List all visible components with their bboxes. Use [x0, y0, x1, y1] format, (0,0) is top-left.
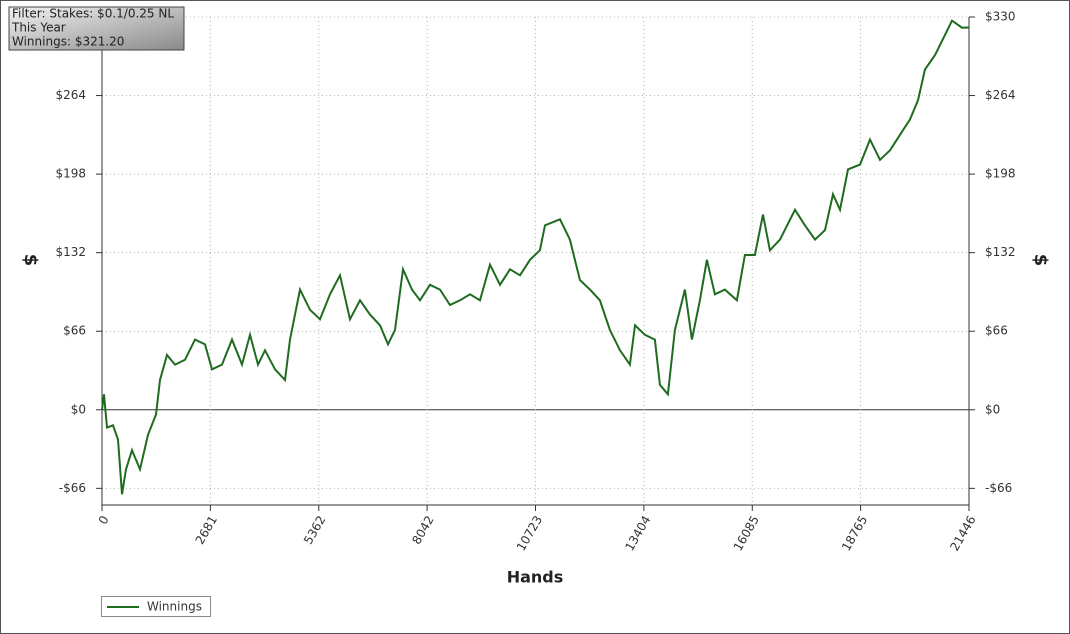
y2-tick-label: $330	[985, 10, 1016, 24]
annotation: This Year	[11, 21, 66, 35]
y2-tick-label: -$66	[985, 481, 1012, 495]
y-tick-label: -$66	[59, 481, 86, 495]
y-tick-label: $66	[63, 324, 86, 338]
y-tick-label: $198	[55, 167, 86, 181]
y2-tick-label: $0	[985, 402, 1000, 416]
legend-box	[101, 596, 211, 617]
legend-label: Winnings	[147, 600, 202, 614]
y2-tick-label: $198	[985, 167, 1016, 181]
x-axis-label: Hands	[507, 568, 564, 587]
y-axis-label: $	[20, 254, 41, 267]
annotation: Filter: Stakes: $0.1/0.25 NL	[12, 7, 174, 21]
y2-tick-label: $264	[985, 88, 1016, 102]
y-tick-label: $264	[55, 88, 86, 102]
annotation-box	[8, 6, 185, 51]
series-line	[101, 19, 970, 495]
annotation: Winnings: $321.20	[12, 35, 124, 49]
y2-tick-label: $132	[985, 245, 1016, 259]
y2-tick-label: $66	[985, 324, 1008, 338]
y-tick-label: $0	[71, 402, 86, 416]
y-tick-label: $132	[55, 245, 86, 259]
y2-axis-label: $	[1030, 254, 1051, 267]
